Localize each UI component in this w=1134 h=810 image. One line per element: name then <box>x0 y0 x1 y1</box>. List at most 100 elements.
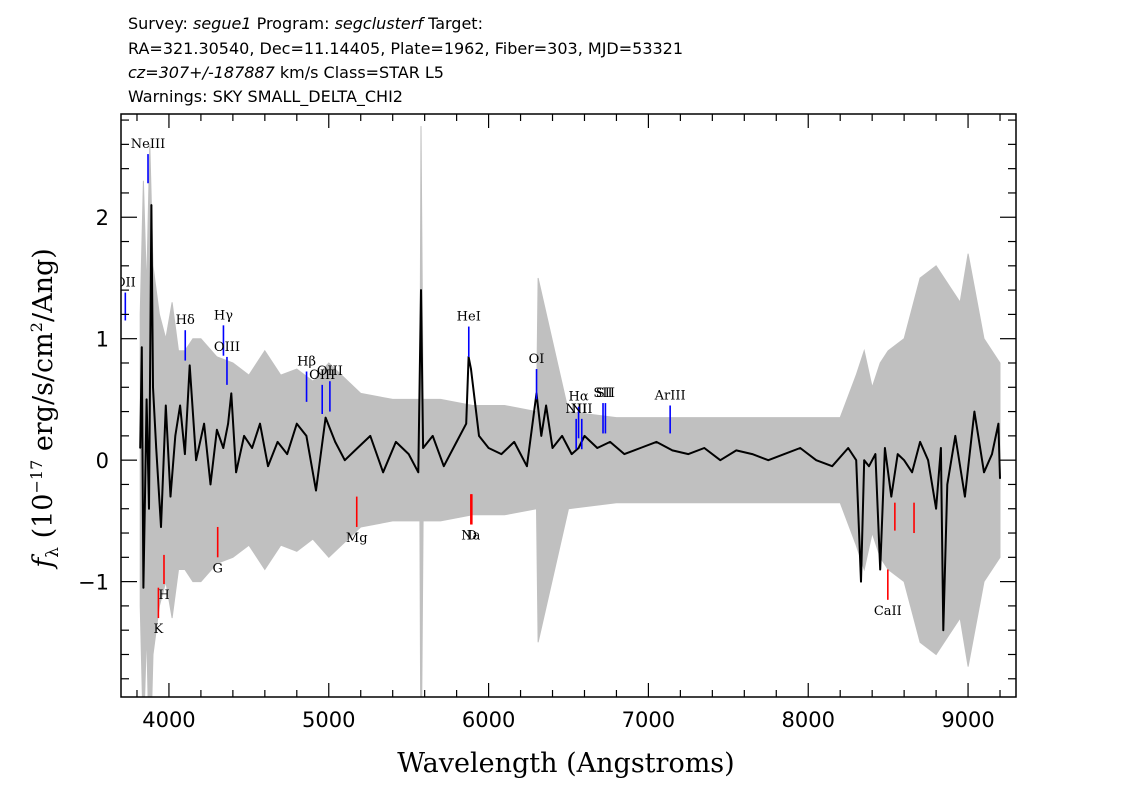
flux-point <box>815 459 818 461</box>
flux-point <box>251 447 253 449</box>
emission-line-label: OIII <box>214 340 240 355</box>
flux-point <box>623 453 626 455</box>
flux-point <box>203 422 205 425</box>
flux-point <box>145 398 148 401</box>
y-tick-label: 1 <box>96 328 109 352</box>
emission-line-label: ArIII <box>654 389 686 404</box>
emission-line-label: SII <box>596 386 615 401</box>
emission-line-label: Hγ <box>214 308 233 323</box>
emission-line-label: HeI <box>457 310 481 325</box>
absorption-line-label: K <box>154 622 164 637</box>
x-tick-label: 5000 <box>302 708 355 732</box>
flux-point <box>216 428 218 431</box>
flux-point <box>954 435 957 437</box>
flux-point <box>767 459 770 461</box>
flux-point <box>324 416 327 419</box>
flux-point <box>152 386 154 389</box>
flux-point <box>703 447 706 449</box>
flux-point <box>983 471 985 474</box>
flux-point <box>315 489 317 492</box>
x-tick-label: 4000 <box>142 708 195 732</box>
flux-point <box>267 465 269 468</box>
flux-point <box>478 435 480 437</box>
flux-point <box>184 453 186 455</box>
header-line-4: Warnings: SKY SMALL_DELTA_CHI2 <box>128 87 403 106</box>
flux-point <box>964 495 966 498</box>
flux-series <box>139 204 1001 632</box>
flux-point <box>999 477 1001 480</box>
flux-point <box>526 465 528 468</box>
flux-point <box>276 441 279 443</box>
flux-point <box>735 449 738 452</box>
flux-point <box>188 364 191 367</box>
flux-point <box>142 586 145 589</box>
flux-point <box>407 453 410 455</box>
flux-point <box>942 629 945 631</box>
emission-line-label: NeIII <box>131 137 165 152</box>
plot-frame <box>120 113 1017 698</box>
flux-point <box>155 447 157 449</box>
flux-point <box>671 449 674 452</box>
x-tick-label: 7000 <box>622 708 675 732</box>
survey-value: segue1 <box>192 14 252 33</box>
flux-point <box>609 441 611 443</box>
flux-point <box>890 495 893 498</box>
program-value: segclusterf <box>334 14 423 33</box>
header-line-1: Survey: segue1 Program: segclusterf Targ… <box>128 14 483 33</box>
flux-point <box>847 447 849 449</box>
flux-point <box>455 441 458 443</box>
flux-point <box>222 447 225 449</box>
emission-line-label: Hδ <box>176 313 195 328</box>
target-label: Target: <box>428 14 483 33</box>
flux-point <box>227 422 229 425</box>
flux-point <box>431 435 434 437</box>
flux-point <box>935 507 937 510</box>
flux-point <box>369 435 372 437</box>
flux-point <box>395 441 397 443</box>
flux-point <box>356 447 359 449</box>
flux-point <box>382 471 384 474</box>
flux-point <box>417 471 420 474</box>
flux-point <box>422 447 424 449</box>
flux-point <box>879 568 881 571</box>
flux-point <box>639 447 642 449</box>
flux-point <box>169 495 172 498</box>
flux-point <box>179 404 181 407</box>
flux-point <box>911 471 913 474</box>
flux-point <box>940 447 942 449</box>
flux-point <box>570 453 573 455</box>
axis-ticks: 4000 5000 6000 7000 8000 9000 −1 0 1 2 <box>78 114 1016 732</box>
flux-point <box>868 465 870 468</box>
flux-point <box>997 422 1000 425</box>
flux-point <box>235 471 237 474</box>
flux-point <box>139 447 141 449</box>
flux-point <box>903 459 905 461</box>
y-tick-label: 2 <box>96 206 109 230</box>
flux-point <box>874 453 877 455</box>
flux-point <box>259 422 261 425</box>
absorption-line-label: H <box>158 588 169 603</box>
flux-point <box>973 410 976 413</box>
flux-point <box>465 422 468 425</box>
header-line-2: RA=321.30540, Dec=11.14405, Plate=1962, … <box>128 39 684 58</box>
flux-point <box>174 435 177 437</box>
absorption-line-label: D <box>467 529 477 544</box>
flux-point <box>513 441 515 443</box>
flux-point <box>719 459 722 461</box>
flux-point <box>540 435 543 437</box>
flux-point <box>487 447 490 449</box>
emission-line-label: NII <box>565 402 587 417</box>
emission-line-label: SII <box>593 386 612 401</box>
redshift-value: cz=307+/-187887 <box>128 63 275 82</box>
flux-point <box>305 435 308 437</box>
emission-line-label: OII <box>115 276 136 291</box>
flux-point <box>420 289 422 291</box>
emission-line-label: OI <box>529 352 545 367</box>
flux-point <box>799 447 802 449</box>
flux-point <box>144 495 146 498</box>
flux-point <box>160 526 162 528</box>
absorption-line-label: Mg <box>346 531 368 546</box>
absorption-line-label: G <box>212 561 222 576</box>
